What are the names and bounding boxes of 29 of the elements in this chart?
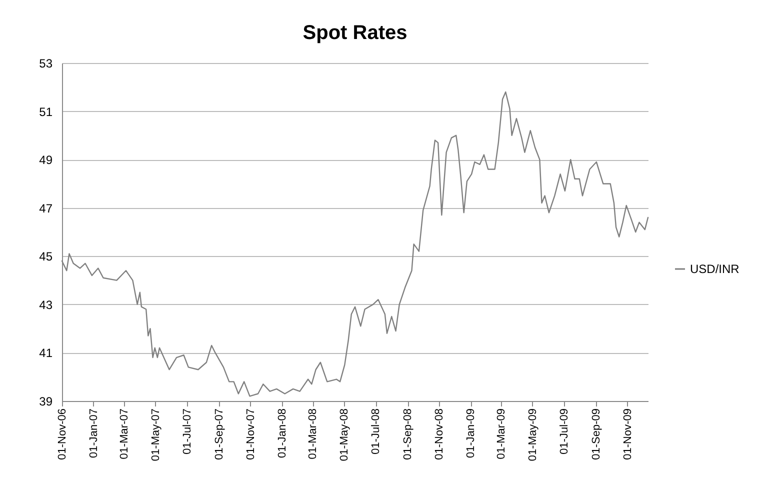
x-tick-label: 01-Mar-08 — [307, 408, 320, 460]
chart-title: Spot Rates — [302, 22, 408, 44]
x-tick-label: 01-Nov-06 — [56, 408, 68, 460]
x-tick-label: 01-Jan-07 — [88, 408, 100, 458]
y-tick-label: 51 — [39, 104, 53, 119]
x-tick-label: 01-Jul-07 — [181, 408, 194, 454]
x-tick-label: 01-May-08 — [338, 408, 351, 462]
x-tick-label: 01-May-09 — [526, 408, 539, 462]
y-tick-label: 39 — [39, 394, 53, 408]
x-tick-label: 01-Jan-09 — [465, 408, 478, 458]
y-tick-label: 53 — [39, 56, 53, 70]
x-tick-label: 01-Mar-07 — [118, 408, 130, 460]
x-tick-label: 01-Sep-08 — [402, 408, 414, 460]
x-tick-label: 01-Nov-09 — [622, 408, 634, 460]
x-tick-label: 01-Nov-08 — [434, 408, 446, 460]
y-tick-label: 49 — [39, 153, 53, 168]
x-tick-label: 01-Jan-08 — [276, 408, 288, 458]
x-tick-label: 01-Sep-09 — [590, 408, 602, 460]
x-tick-label: 01-Jul-08 — [370, 408, 382, 454]
y-tick-label: 41 — [39, 346, 53, 360]
x-tick-label: 01-Nov-07 — [244, 408, 257, 460]
x-tick-label: 01-May-07 — [150, 408, 162, 462]
y-tick-label: 45 — [39, 250, 53, 264]
legend-label: USD/INR — [690, 262, 740, 276]
y-tick-label: 43 — [39, 298, 53, 312]
x-tick-label: 01-Mar-09 — [495, 408, 508, 460]
y-tick-label: 47 — [39, 201, 53, 216]
x-tick-label: 01-Sep-07 — [213, 408, 226, 460]
x-tick-label: 01-Jul-09 — [558, 408, 570, 454]
